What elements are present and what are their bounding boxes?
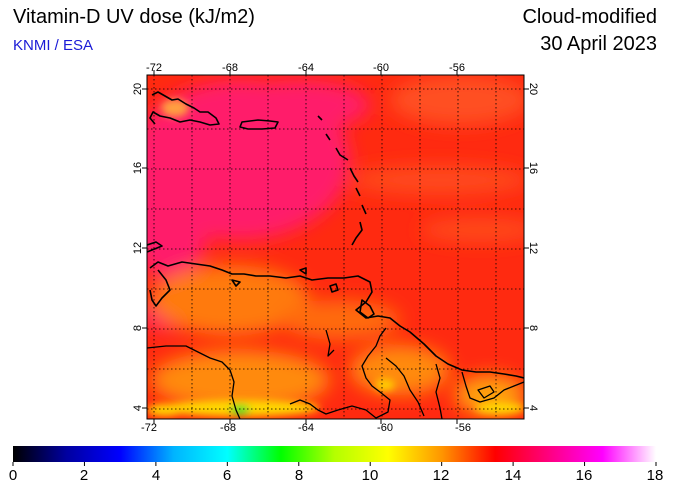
- lat-label-right: 12: [527, 242, 539, 254]
- coast-marajo: [477, 385, 495, 399]
- lon-labels-top: -72 -68 -64 -60 -56: [146, 62, 465, 74]
- graticule: [147, 75, 524, 419]
- colorbar-labels: 0 2 4 6 8 10 12 14 16 18: [9, 467, 664, 484]
- uv-dose-field: [147, 75, 524, 419]
- field-green-spot: [230, 405, 250, 415]
- colorbar-label: 10: [362, 467, 379, 484]
- date-label: 30 April 2023: [540, 33, 657, 55]
- lat-labels-right: 20 16 12 8 4: [527, 83, 539, 411]
- colorbar-label: 8: [295, 467, 303, 484]
- colorbar-label: 6: [223, 467, 231, 484]
- lat-labels-left: 20 16 12 8 4: [132, 83, 144, 411]
- colorbar-label: 14: [505, 467, 522, 484]
- river-orinoco: [325, 329, 335, 357]
- lon-label-bottom: -60: [377, 422, 393, 434]
- border-guiana-brazil: [461, 371, 524, 403]
- lat-label-right: 8: [527, 325, 539, 331]
- map-frame: [146, 74, 525, 420]
- border-suriname-guiana: [435, 363, 443, 419]
- colorbar-ticks: [12, 462, 657, 466]
- colorbar-label: 2: [80, 467, 88, 484]
- colorbar-label: 4: [152, 467, 160, 484]
- map-title: Vitamin-D UV dose (kJ/m2): [13, 6, 255, 28]
- product-label: Cloud-modified: [522, 6, 657, 28]
- colorbar-label: 16: [576, 467, 593, 484]
- lat-label-right: 20: [527, 83, 539, 95]
- colorbar: [13, 446, 656, 462]
- lat-label-left: 8: [132, 325, 144, 331]
- coast-trinidad: [359, 299, 375, 319]
- coast-south-america: [147, 241, 524, 379]
- border-guyana-suriname: [385, 357, 425, 417]
- border-venezuela-brazil: [289, 327, 391, 419]
- organization-label: KNMI / ESA: [13, 37, 94, 54]
- lon-label-bottom: -72: [141, 422, 157, 434]
- lat-label-right: 4: [527, 405, 539, 411]
- lat-label-left: 20: [132, 83, 144, 95]
- coast-hispaniola: [149, 91, 220, 126]
- lon-label-bottom: -68: [220, 422, 236, 434]
- border-colombia-venezuela: [147, 345, 241, 419]
- lon-label-top: -64: [298, 62, 314, 74]
- coast-puerto-rico: [239, 119, 279, 130]
- lon-label-top: -68: [222, 62, 238, 74]
- colorbar-label: 12: [433, 467, 450, 484]
- lon-label-top: -60: [373, 62, 389, 74]
- lat-label-right: 16: [527, 162, 539, 174]
- lon-label-bottom: -56: [455, 422, 471, 434]
- coastlines: [147, 91, 524, 379]
- lat-label-left: 12: [132, 242, 144, 254]
- coast-lesser-antilles: [317, 115, 367, 246]
- colorbar-label: 18: [647, 467, 664, 484]
- colorbar-label: 0: [9, 467, 17, 484]
- lat-label-left: 16: [132, 162, 144, 174]
- borders: [147, 327, 524, 419]
- lon-label-top: -72: [146, 62, 162, 74]
- coast-maracaibo: [149, 269, 171, 307]
- axis-ticks: [142, 70, 529, 424]
- lon-label-top: -56: [449, 62, 465, 74]
- lon-label-bottom: -64: [298, 422, 314, 434]
- lon-labels-bottom: -72 -68 -64 -60 -56: [141, 422, 471, 434]
- lat-label-left: 4: [132, 405, 144, 411]
